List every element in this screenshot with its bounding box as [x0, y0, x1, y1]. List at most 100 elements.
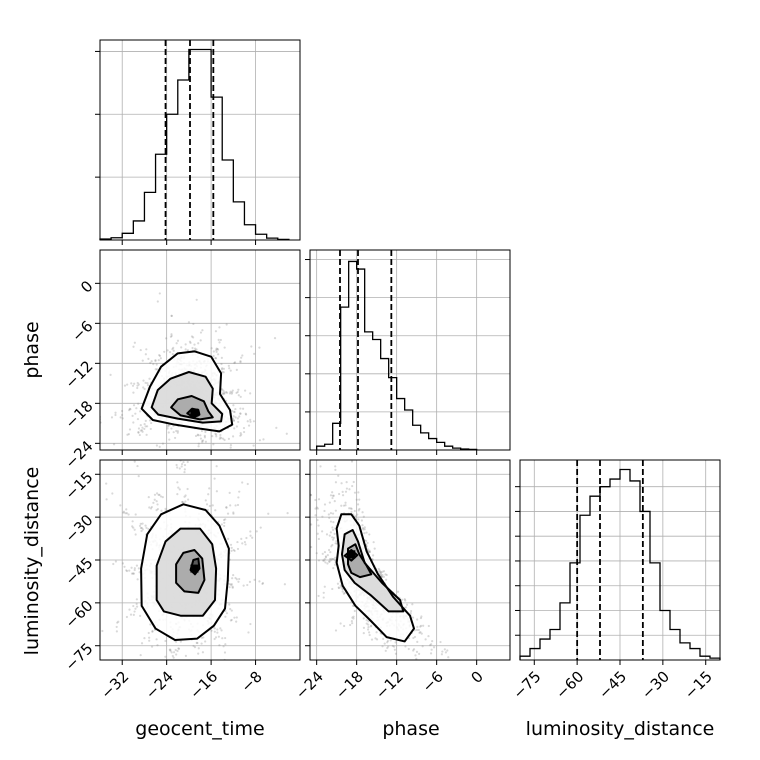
scatter-point	[220, 356, 223, 360]
scatter-point	[352, 480, 355, 484]
scatter-point	[328, 501, 331, 504]
scatter-point	[126, 383, 129, 386]
scatter-point	[250, 345, 253, 348]
scatter-point	[337, 474, 340, 477]
scatter-point	[141, 522, 144, 525]
scatter-point	[323, 550, 327, 554]
scatter-point	[321, 552, 324, 555]
scatter-point	[240, 455, 242, 457]
scatter-point	[259, 526, 262, 529]
scatter-point	[206, 508, 210, 512]
scatter-point	[261, 582, 264, 585]
scatter-point	[411, 616, 415, 619]
xlabel-luminosity-distance: luminosity_distance	[526, 718, 715, 740]
scatter-point	[363, 532, 366, 535]
histogram-bin	[144, 192, 155, 240]
tick-label-x: −24	[292, 668, 327, 703]
scatter-point	[367, 623, 370, 626]
scatter-point	[231, 391, 234, 394]
scatter-point	[348, 507, 351, 510]
scatter-point	[148, 377, 151, 380]
scatter-point	[419, 624, 423, 627]
scatter-point	[361, 524, 364, 527]
scatter-point	[412, 636, 415, 640]
histogram-bin	[341, 307, 349, 450]
scatter-point	[133, 382, 136, 385]
scatter-point	[393, 645, 396, 648]
scatter-point	[144, 419, 147, 422]
scatter-point	[139, 614, 142, 617]
scatter-point	[218, 341, 221, 344]
scatter-point	[140, 526, 143, 530]
scatter-point	[147, 631, 150, 635]
scatter-point	[205, 454, 207, 456]
scatter-point	[149, 427, 152, 431]
scatter-point	[439, 663, 441, 665]
scatter-point	[161, 496, 164, 499]
scatter-point	[150, 421, 153, 425]
scatter-point	[285, 432, 288, 435]
scatter-point	[369, 625, 372, 628]
scatter-point	[323, 503, 327, 506]
scatter-point	[242, 584, 245, 587]
scatter-point	[194, 347, 197, 350]
scatter-point	[328, 560, 331, 563]
scatter-point	[135, 598, 138, 601]
scatter-point	[258, 439, 262, 442]
histogram-bin	[133, 221, 144, 240]
scatter-point	[243, 540, 247, 544]
scatter-point	[208, 487, 211, 490]
scatter-point	[317, 559, 321, 562]
histogram-bin	[660, 610, 670, 660]
tick-label-x: −60	[552, 668, 587, 703]
scatter-point	[143, 423, 146, 426]
histogram-bin	[413, 425, 421, 450]
scatter-point	[430, 648, 433, 651]
scatter-point	[183, 463, 187, 467]
scatter-point	[370, 638, 374, 641]
scatter-point	[202, 636, 205, 639]
tick-label-y: −12	[61, 357, 96, 392]
scatter-point	[331, 512, 335, 515]
scatter-point	[119, 416, 122, 419]
scatter-point	[448, 665, 450, 667]
scatter-point	[235, 616, 238, 619]
tick-label-y: −18	[61, 397, 96, 432]
scatter-point	[132, 404, 136, 407]
scatter-point	[410, 609, 413, 613]
histogram-bin	[421, 433, 429, 450]
scatter-point	[158, 493, 161, 496]
scatter-point	[132, 572, 135, 575]
scatter-point	[327, 513, 330, 516]
scatter-point	[231, 585, 234, 588]
scatter-point	[143, 665, 145, 667]
scatter-point	[219, 433, 222, 437]
scatter-point	[136, 578, 139, 581]
scatter-point	[412, 668, 414, 670]
scatter-point	[310, 545, 313, 549]
scatter-point	[238, 410, 240, 412]
scatter-point	[387, 645, 390, 648]
scatter-point	[199, 665, 201, 667]
scatter-point	[253, 578, 256, 581]
scatter-point	[195, 348, 198, 351]
scatter-point	[232, 548, 235, 552]
axes-frame	[99, 39, 301, 241]
tick-label-y: −60	[61, 597, 96, 632]
scatter-point	[334, 629, 338, 632]
histogram-bin	[178, 80, 189, 240]
scatter-point	[135, 674, 137, 676]
scatter-point	[128, 407, 131, 410]
scatter-point	[328, 516, 331, 519]
scatter-point	[240, 450, 242, 452]
scatter-point	[229, 446, 232, 449]
scatter-point	[232, 419, 236, 422]
scatter-point	[229, 543, 233, 546]
scatter-point	[212, 350, 215, 353]
scatter-point	[138, 433, 141, 437]
scatter-point	[199, 331, 203, 334]
scatter-point	[178, 488, 181, 491]
scatter-point	[146, 425, 149, 428]
scatter-point	[140, 429, 144, 432]
ylabel-phase: phase	[21, 321, 43, 378]
